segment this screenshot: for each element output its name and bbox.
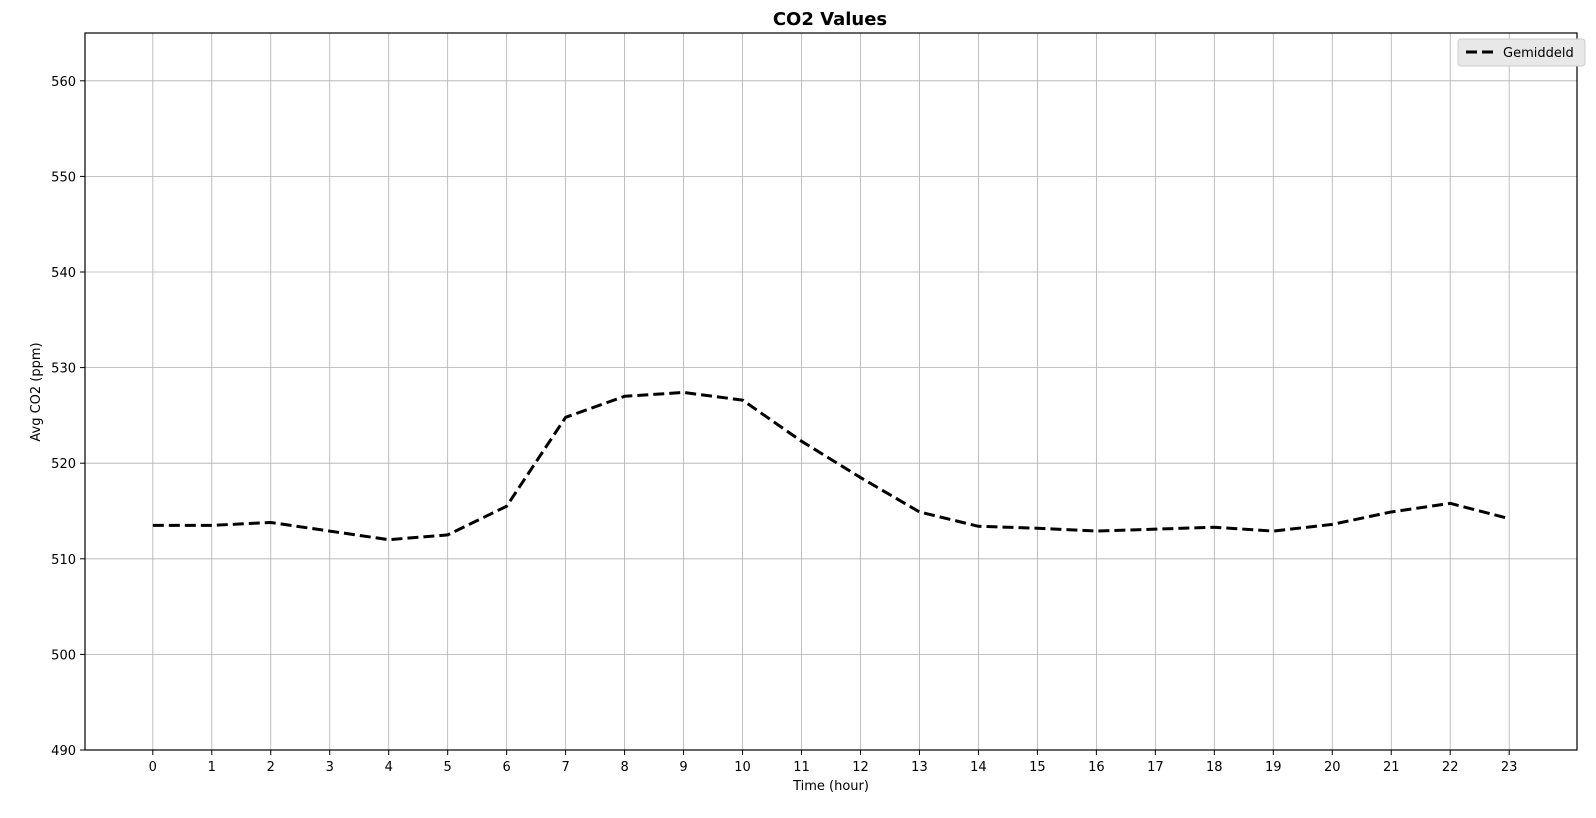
x-axis-label: Time (hour)	[792, 779, 869, 794]
data-point	[917, 510, 921, 514]
plot-frame	[84, 32, 1578, 751]
data-point	[800, 439, 804, 443]
data-point	[1448, 501, 1452, 505]
data-point	[564, 415, 568, 419]
x-tick-label: 0	[149, 760, 157, 775]
x-tick-label: 11	[793, 760, 810, 775]
y-tick-label: 560	[51, 75, 76, 90]
data-point	[328, 529, 332, 533]
legend-entry-label: Gemiddeld	[1503, 46, 1574, 61]
data-point	[505, 504, 509, 508]
y-tick-label: 520	[51, 457, 76, 472]
x-tick-label: 1	[208, 760, 216, 775]
data-point	[1389, 510, 1393, 514]
y-tick-label: 540	[51, 266, 76, 281]
data-point	[1212, 525, 1216, 529]
data-point	[858, 476, 862, 480]
x-tick-label: 22	[1442, 760, 1459, 775]
data-point	[623, 394, 627, 398]
x-tick-label: 4	[385, 760, 393, 775]
data-point	[387, 538, 391, 542]
data-point	[682, 390, 686, 394]
y-axis-ticks: 490 500 510 520 530 540 550 560	[51, 75, 85, 759]
data-point	[210, 523, 214, 527]
data-point	[269, 520, 273, 524]
data-point	[151, 523, 155, 527]
x-tick-label: 16	[1088, 760, 1105, 775]
x-tick-label: 17	[1147, 760, 1164, 775]
data-point	[1094, 529, 1098, 533]
x-tick-label: 18	[1206, 760, 1223, 775]
x-tick-label: 5	[444, 760, 452, 775]
x-tick-label: 14	[970, 760, 987, 775]
x-tick-label: 3	[326, 760, 334, 775]
x-tick-label: 8	[620, 760, 628, 775]
x-tick-label: 10	[734, 760, 751, 775]
data-point	[1271, 529, 1275, 533]
chart-title: CO2 Values	[773, 9, 887, 30]
x-tick-label: 13	[911, 760, 928, 775]
x-tick-label: 2	[267, 760, 275, 775]
x-tick-label: 9	[679, 760, 687, 775]
legend: Gemiddeld	[1457, 38, 1586, 67]
grid-lines	[85, 33, 1577, 750]
series-layer	[151, 390, 1511, 542]
data-point	[741, 398, 745, 402]
y-axis-label: Avg CO2 (ppm)	[29, 342, 44, 441]
y-tick-label: 530	[51, 362, 76, 377]
x-tick-label: 20	[1324, 760, 1341, 775]
y-tick-label: 510	[51, 553, 76, 568]
data-point	[976, 524, 980, 528]
data-point	[1507, 517, 1511, 521]
x-axis-ticks: 0 1 2 3 4 5 6 7 8 9 10 11 12 13 14 15 16 17 18 19 20 21 22 23	[149, 750, 1518, 775]
y-tick-label: 500	[51, 648, 76, 663]
y-tick-label: 550	[51, 170, 76, 185]
legend-box	[1457, 38, 1586, 67]
x-tick-label: 6	[503, 760, 511, 775]
x-tick-label: 23	[1501, 760, 1518, 775]
x-tick-label: 21	[1383, 760, 1400, 775]
data-point	[446, 533, 450, 537]
x-tick-label: 7	[561, 760, 569, 775]
data-point	[1330, 522, 1334, 526]
x-tick-label: 19	[1265, 760, 1282, 775]
data-point	[1153, 527, 1157, 531]
series-line-gemiddeld	[152, 390, 1510, 542]
x-tick-label: 15	[1029, 760, 1046, 775]
data-point	[1035, 526, 1039, 530]
y-tick-label: 490	[51, 744, 76, 759]
x-tick-label: 12	[852, 760, 869, 775]
